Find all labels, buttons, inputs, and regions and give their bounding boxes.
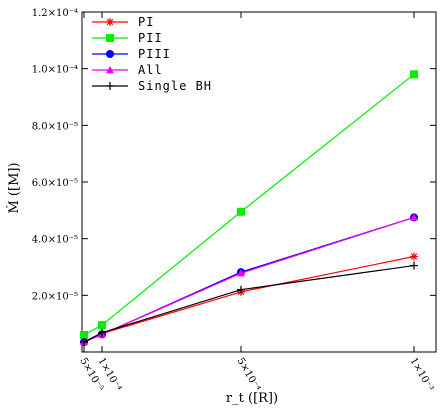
series-line — [83, 73, 415, 336]
plot-frame — [81, 11, 437, 353]
y-axis-label: Ṁ ([M]) — [5, 162, 22, 213]
y-tick-label: 1.0×10⁻⁴ — [32, 65, 78, 76]
x-axis-label: r_t ([R]) — [226, 391, 278, 406]
y-tick-label: 2.0×10⁻⁵ — [32, 291, 78, 302]
series-layer — [80, 70, 418, 347]
series-pii — [80, 70, 418, 339]
legend-label: PI — [138, 15, 154, 29]
plot-axes: 2.0×10⁻⁵ 4.0×10⁻⁵ 6.0×10⁻⁵ 8.0×10⁻⁵ 1.0×10⁻⁴… — [32, 8, 437, 393]
legend-label: PIII — [138, 47, 171, 61]
x-tick-label: 5×10⁻⁴ — [234, 356, 262, 393]
legend-marker — [106, 34, 114, 42]
legend-label: All — [138, 63, 163, 77]
series-line — [83, 264, 415, 343]
legend-entry: All — [92, 63, 163, 77]
data-point — [410, 70, 418, 79]
data-point — [237, 285, 245, 294]
data-point — [410, 261, 418, 270]
series-all — [80, 213, 418, 346]
y-tick-label: 8.0×10⁻⁵ — [32, 121, 78, 132]
x-tick-label: 1×10⁻³ — [407, 356, 435, 393]
y-tick-label: 1.2×10⁻⁴ — [32, 8, 78, 19]
legend-entry: Single BH — [92, 79, 212, 93]
legend-entry: PIII — [92, 47, 171, 61]
data-point — [98, 328, 106, 337]
y-tick-label: 6.0×10⁻⁵ — [32, 178, 78, 189]
data-point — [410, 213, 418, 221]
series-piii — [80, 213, 418, 347]
legend-label: PII — [138, 31, 163, 45]
series-pi — [80, 252, 418, 347]
legend-marker — [106, 50, 114, 58]
legend: PI PII PIII All Single BH — [92, 15, 212, 93]
data-point — [80, 338, 88, 347]
y-tick-label: 4.0×10⁻⁵ — [32, 235, 78, 246]
series-line — [83, 216, 415, 343]
data-point — [98, 321, 106, 330]
data-point — [410, 252, 418, 261]
legend-label: Single BH — [138, 79, 212, 93]
data-point — [80, 331, 88, 339]
legend-entry: PI — [92, 15, 154, 29]
data-point — [237, 207, 245, 216]
legend-entry: PII — [92, 31, 163, 45]
series-single-bh — [80, 261, 418, 347]
legend-marker — [106, 66, 114, 74]
legend-marker — [106, 18, 114, 26]
data-point — [237, 269, 245, 277]
legend-marker — [106, 82, 114, 90]
